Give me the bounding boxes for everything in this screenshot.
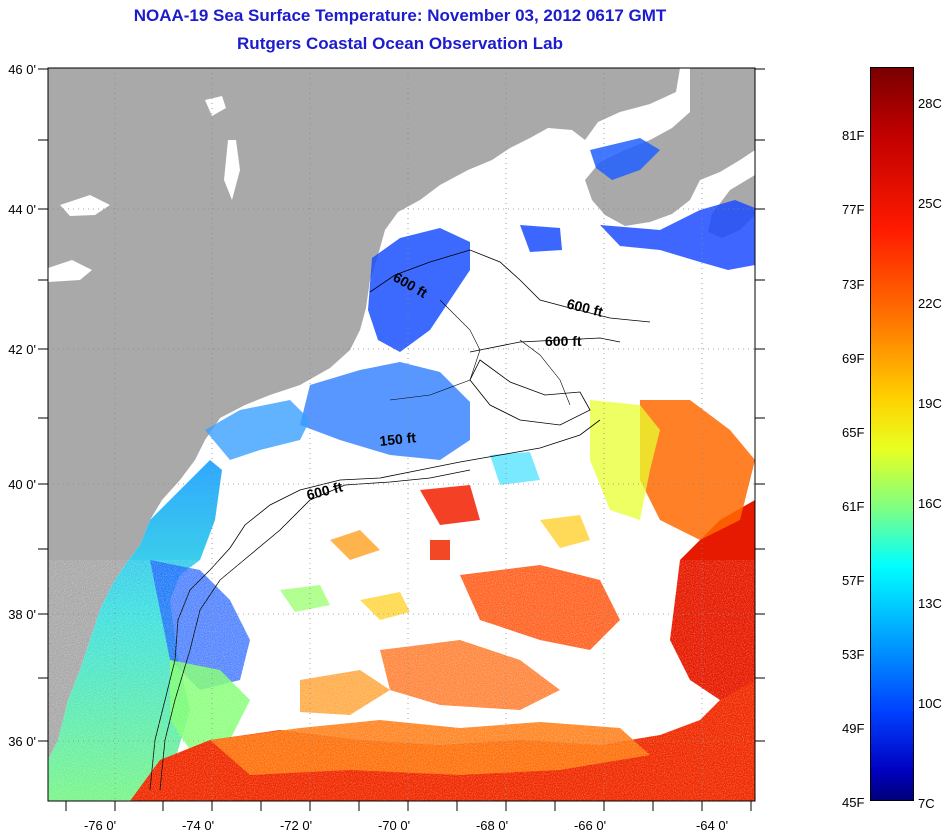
colorbar-c-label: 16C [918, 496, 942, 511]
lat-label: 44 0' [8, 202, 36, 217]
colorbar-f-label: 61F [842, 499, 865, 514]
contour-label: 600 ft [545, 333, 582, 349]
colorbar-c-label: 13C [918, 596, 942, 611]
lat-label: 46 0' [8, 62, 36, 77]
colorbar-f-label: 77F [842, 202, 865, 217]
land-maritimes [585, 68, 755, 226]
lon-label: -76 0' [84, 818, 116, 833]
colorbar-f-label: 69F [842, 351, 865, 366]
colorbar-c-label: 22C [918, 296, 942, 311]
colorbar-f-label: 73F [842, 277, 865, 292]
colorbar-f-label: 45F [842, 795, 865, 810]
lon-label: -64 0' [696, 818, 728, 833]
cold-coastal-water [368, 228, 470, 352]
colorbar-f-label: 53F [842, 647, 865, 662]
colorbar-c-label: 28C [918, 96, 942, 111]
lat-label: 40 0' [8, 477, 36, 492]
colorbar-f-label: 81F [842, 128, 865, 143]
colorbar-f-label: 49F [842, 721, 865, 736]
colorbar-f-label: 57F [842, 573, 865, 588]
lon-label: -74 0' [182, 818, 214, 833]
colorbar-c-label: 7C [918, 796, 935, 811]
lon-label: -72 0' [280, 818, 312, 833]
colorbar-c-label: 19C [918, 396, 942, 411]
lon-label: -68 0' [476, 818, 508, 833]
lat-label: 36 0' [8, 734, 36, 749]
land-us [48, 68, 680, 760]
lon-label: -70 0' [378, 818, 410, 833]
colorbar-c-label: 10C [918, 696, 942, 711]
temperature-colorbar [870, 67, 914, 801]
map-title: NOAA-19 Sea Surface Temperature: Novembe… [133, 6, 667, 25]
colorbar-f-label: 65F [842, 425, 865, 440]
contour-label: 150 ft [379, 429, 417, 449]
lat-label: 42 0' [8, 342, 36, 357]
lon-label: -66 0' [574, 818, 606, 833]
map-subtitle: Rutgers Coastal Ocean Observation Lab [237, 34, 563, 53]
lat-label: 38 0' [8, 607, 36, 622]
map-frame [47, 67, 756, 802]
axis-ticks [38, 68, 765, 811]
colorbar-c-label: 25C [918, 196, 942, 211]
